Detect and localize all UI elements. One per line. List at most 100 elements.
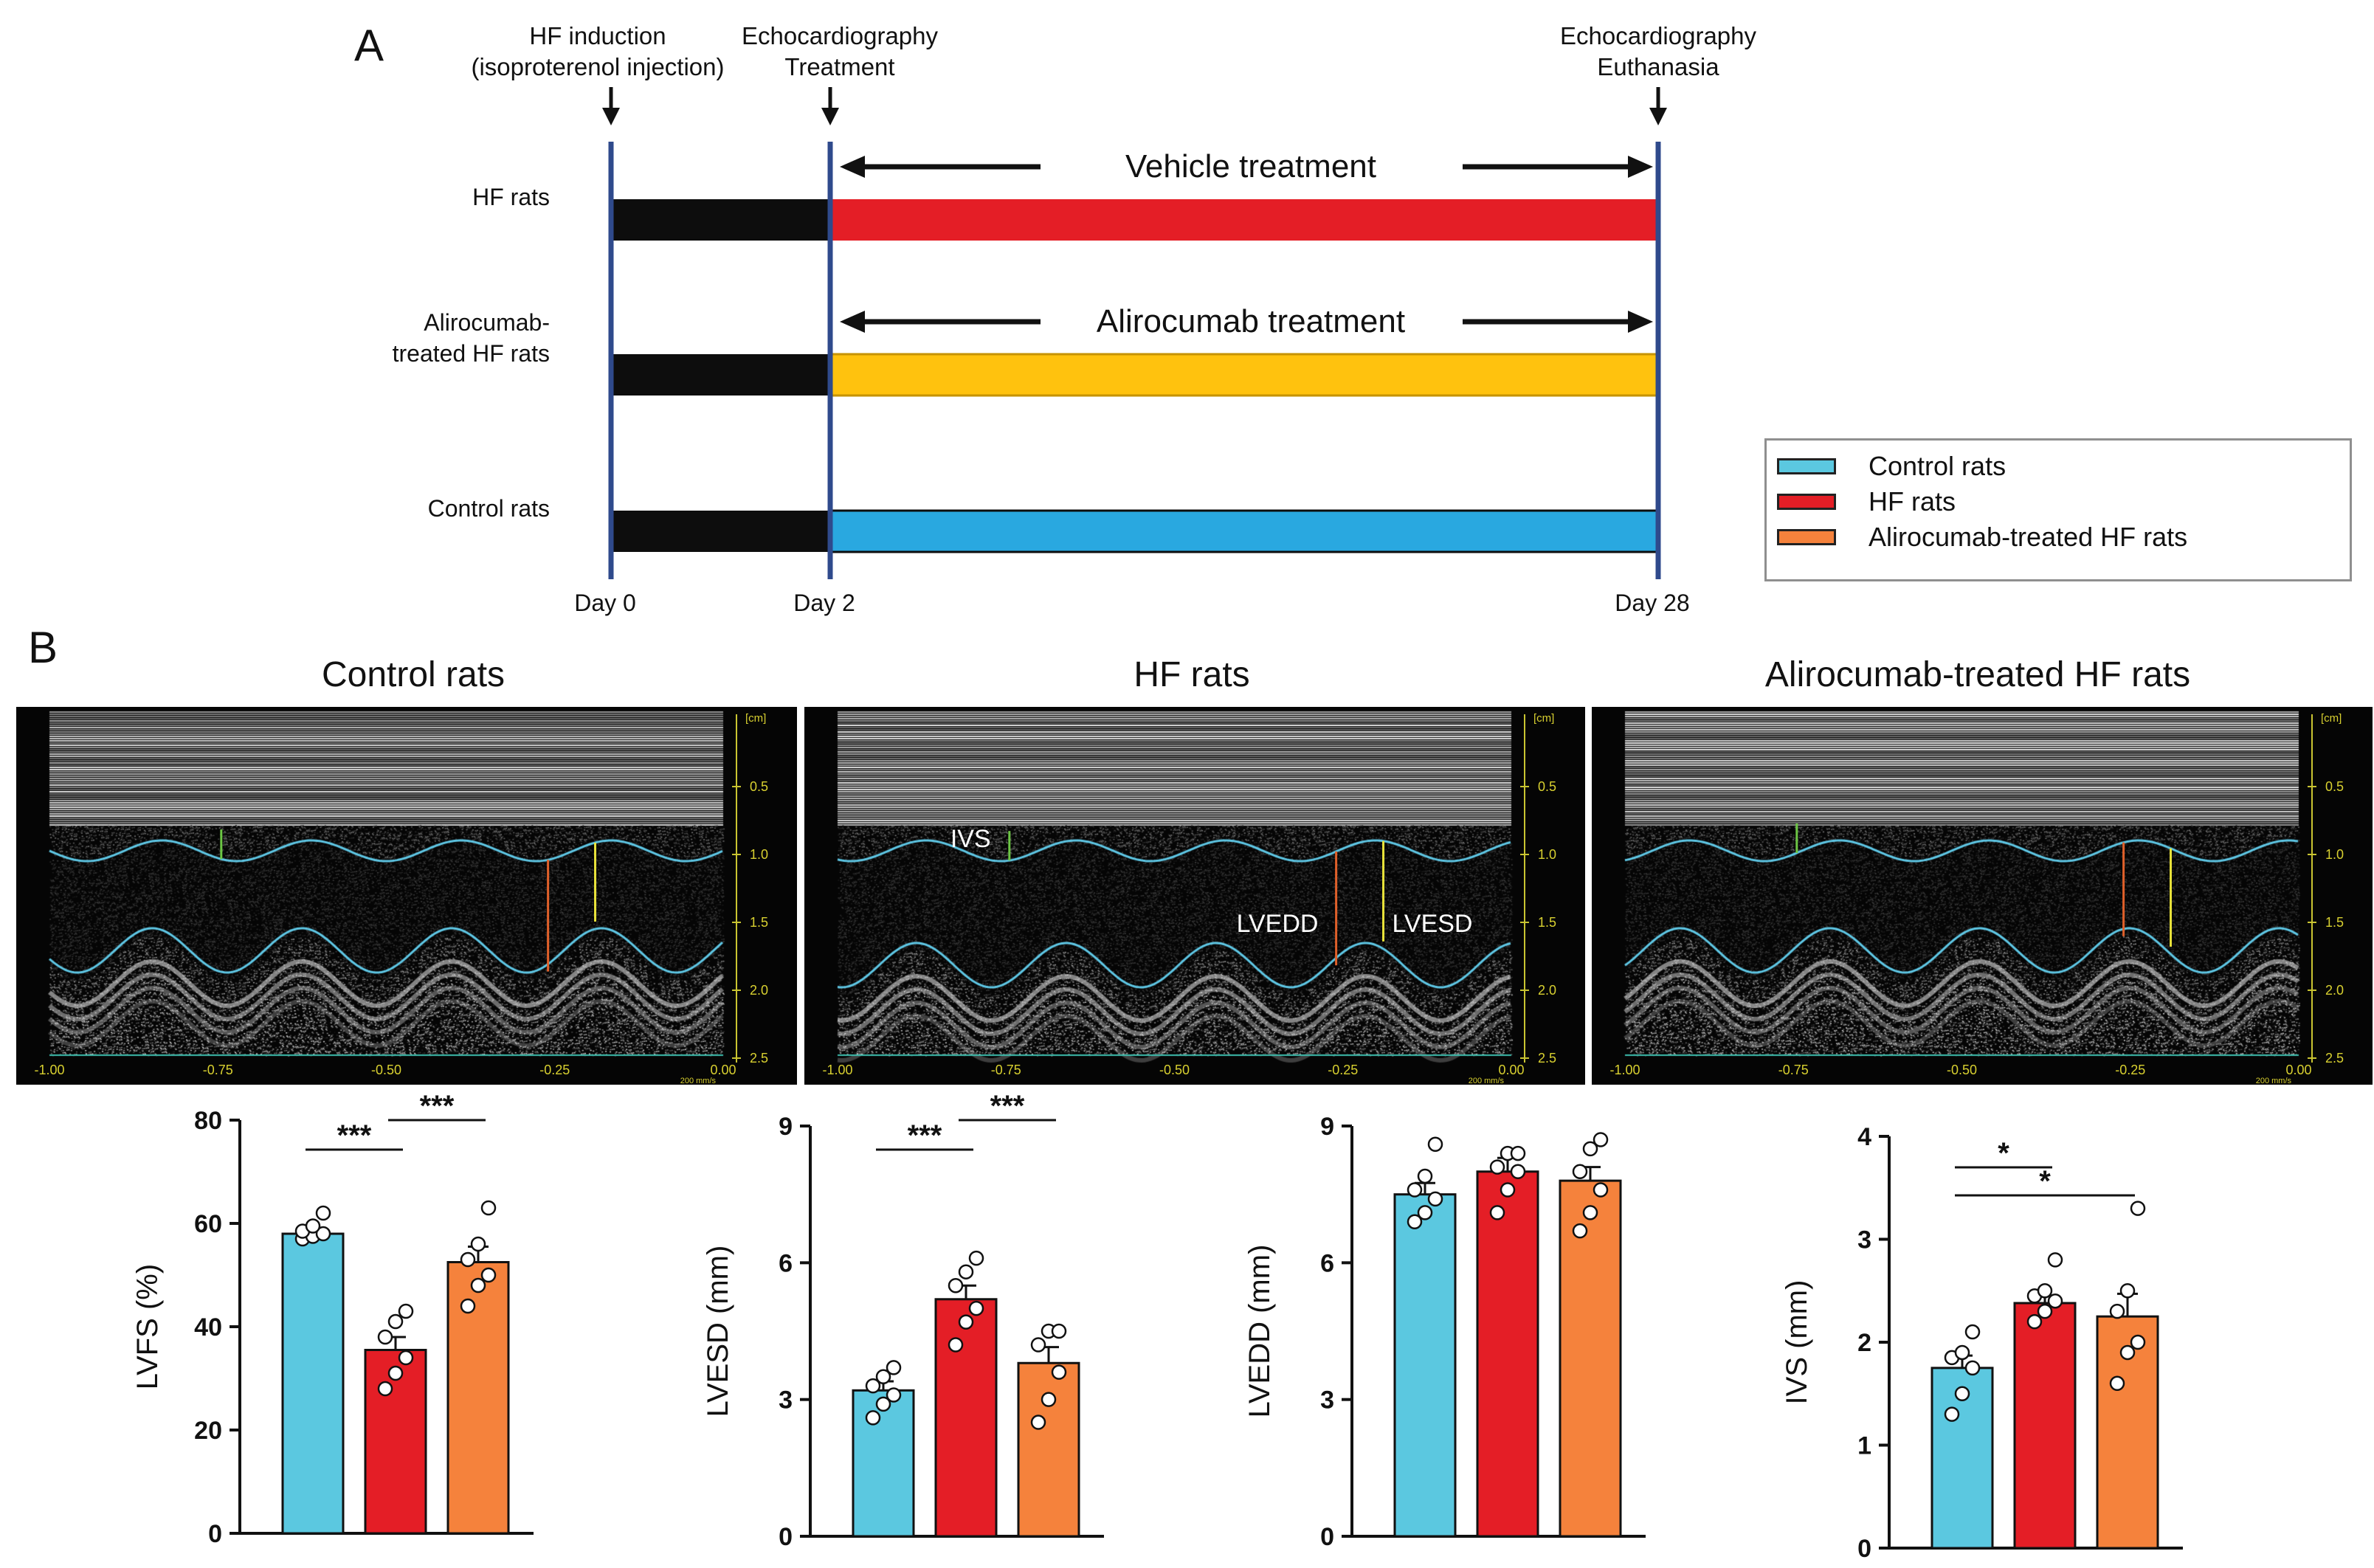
echo-texture xyxy=(1592,707,2373,1085)
echo-speed: 200 mm/s xyxy=(2256,1077,2292,1085)
echo-x-tick-label: -0.75 xyxy=(1778,1063,1809,1077)
echo-y-tick-label: 1.5 xyxy=(2325,915,2344,930)
echo-speed: 200 mm/s xyxy=(680,1077,717,1085)
data-point xyxy=(305,1218,321,1234)
data-point xyxy=(1944,1406,1960,1422)
bar-chart: 0 1 2 3 4 IVS (mm) * * xyxy=(1781,1123,2183,1563)
data-point xyxy=(875,1369,891,1385)
data-point xyxy=(968,1300,984,1316)
echo-y-tick-label: 1.0 xyxy=(750,847,768,862)
legend-label: Control rats xyxy=(1869,451,2006,481)
bar-chart: 0 20 40 60 80 LVFS (%) *** *** xyxy=(131,1090,534,1548)
data-point xyxy=(1593,1182,1609,1198)
data-point xyxy=(948,1337,964,1353)
data-point xyxy=(2047,1252,2063,1268)
echo-x-tick-label: -0.50 xyxy=(1159,1063,1190,1077)
data-point xyxy=(2047,1293,2063,1309)
data-point xyxy=(387,1365,404,1381)
echo-unit: [cm] xyxy=(1533,712,1554,725)
induction-bar xyxy=(611,511,830,552)
data-point xyxy=(1572,1223,1588,1239)
echo-image: [cm] 0.5 1.0 1.5 2.0 2.5 -1.00 -0.75 -0.50 -0.25 0… xyxy=(16,707,797,1085)
legend-item: Alirocumab-treated HF rats xyxy=(1777,522,2187,553)
echo-x-tick-label: 0.00 xyxy=(710,1063,736,1077)
echo-x-tick-label: 0.00 xyxy=(2285,1063,2311,1077)
echo-y-tick-label: 2.5 xyxy=(2325,1051,2344,1066)
treatment-arrowhead-left xyxy=(840,311,865,333)
legend-swatch xyxy=(1777,494,1836,510)
data-point xyxy=(1041,1392,1057,1407)
group-label: treated HF rats xyxy=(393,340,550,367)
y-tick-label: 0 xyxy=(779,1523,793,1551)
data-point xyxy=(1417,1168,1433,1184)
data-point xyxy=(480,1200,497,1216)
echo-image: [cm] 0.5 1.0 1.5 2.0 2.5 -1.00 -0.75 -0.50 -0.25 0… xyxy=(1592,707,2373,1085)
echo-x-tick-label: -0.75 xyxy=(991,1063,1021,1077)
day-label: Day 28 xyxy=(1615,590,1689,616)
data-point xyxy=(1510,1145,1526,1161)
significance-label: *** xyxy=(990,1090,1025,1122)
event-label: Treatment xyxy=(784,53,894,80)
data-point xyxy=(1593,1132,1609,1147)
echo-y-tick-label: 1.5 xyxy=(1538,915,1556,930)
echo-y-tick-label: 1.5 xyxy=(750,915,768,930)
data-point xyxy=(1964,1324,1981,1340)
induction-bar xyxy=(611,354,830,396)
event-arrow-head xyxy=(1649,108,1667,125)
bar xyxy=(446,1261,510,1535)
y-tick-label: 0 xyxy=(1857,1535,1871,1563)
y-axis-label: LVEDD (mm) xyxy=(1243,1245,1276,1418)
echo-y-tick-label: 2.5 xyxy=(750,1051,768,1066)
echo-x-tick-label: 0.00 xyxy=(1498,1063,1524,1077)
echo-y-tick-label: 2.0 xyxy=(2325,983,2344,998)
event-arrow-head xyxy=(821,108,839,125)
y-tick-label: 9 xyxy=(1320,1113,1334,1141)
bar xyxy=(1017,1361,1080,1538)
legend-label: HF rats xyxy=(1869,486,1956,517)
y-tick-label: 3 xyxy=(1857,1226,1871,1254)
data-point xyxy=(1582,1205,1598,1220)
data-point xyxy=(1954,1344,1970,1361)
bar xyxy=(1559,1179,1622,1538)
group-label: Alirocumab- xyxy=(424,309,550,336)
echo-texture xyxy=(16,707,797,1085)
echo-x-tick-label: -0.75 xyxy=(203,1063,233,1077)
bar xyxy=(852,1389,915,1538)
bar-chart: 0 3 6 9 LVEDD (mm) xyxy=(1243,1113,1646,1551)
data-point xyxy=(886,1387,902,1403)
treatment-arrowhead-right xyxy=(1628,156,1653,178)
group-label: HF rats xyxy=(472,184,550,210)
echo-annotation: IVS xyxy=(950,825,991,853)
y-tick-label: 3 xyxy=(1320,1386,1334,1415)
data-point xyxy=(2109,1303,2125,1319)
echo-unit: [cm] xyxy=(2321,712,2342,725)
event-label: Echocardiography xyxy=(742,22,938,49)
treatment-bar xyxy=(830,199,1658,241)
event-label: (isoproterenol injection) xyxy=(471,53,724,80)
data-point xyxy=(1030,1337,1046,1353)
data-point xyxy=(1051,1323,1067,1339)
echo-y-tick-label: 0.5 xyxy=(1538,779,1556,794)
echo-x-tick-label: -1.00 xyxy=(1609,1063,1640,1077)
data-point xyxy=(2119,1344,2136,1361)
treatment-bar xyxy=(829,353,1660,397)
echo-title: Control rats xyxy=(322,655,505,694)
significance-label: * xyxy=(1998,1137,2009,1170)
echo-x-tick-label: -0.25 xyxy=(2115,1063,2145,1077)
y-axis-label: LVESD (mm) xyxy=(702,1246,734,1417)
treatment-label: Alirocumab treatment xyxy=(1097,303,1405,339)
echo-y-tick-label: 1.0 xyxy=(1538,847,1556,862)
data-point xyxy=(377,1381,393,1397)
panel-a-label: A xyxy=(354,21,384,70)
significance-label: *** xyxy=(908,1119,942,1152)
echo-annotation: LVESD xyxy=(1393,910,1473,938)
event-arrow-head xyxy=(602,108,620,125)
data-point xyxy=(470,1236,486,1252)
echo-y-tick-label: 1.0 xyxy=(2325,847,2344,862)
data-point xyxy=(1954,1386,1970,1401)
y-tick-label: 6 xyxy=(779,1249,793,1277)
treatment-label: Vehicle treatment xyxy=(1125,148,1376,184)
echo-x-tick-label: -1.00 xyxy=(34,1063,64,1077)
legend-swatch xyxy=(1777,458,1836,474)
